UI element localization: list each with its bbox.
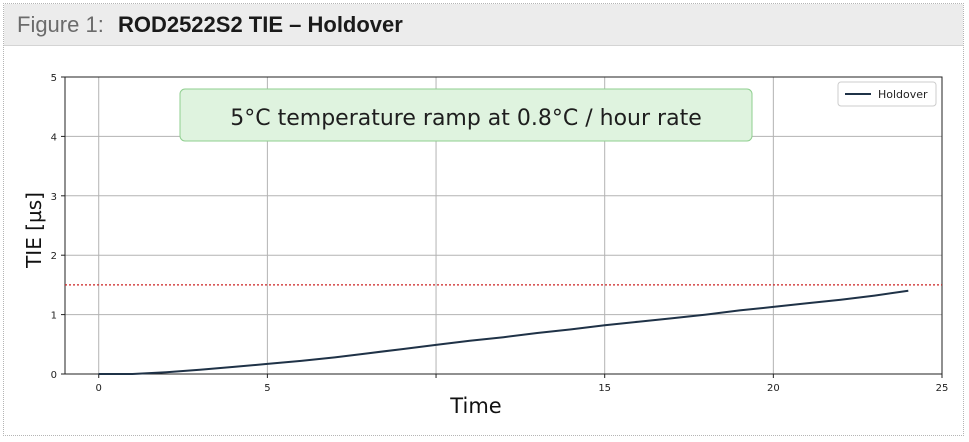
legend-box bbox=[837, 81, 937, 107]
annotation-box: 5°C temperature ramp at 0.8°C / hour rat… bbox=[179, 88, 753, 142]
x-tick-label-20: 20 bbox=[767, 383, 780, 394]
figure-title: ROD2522S2 TIE – Holdover bbox=[117, 12, 403, 37]
figure-label: Figure 1: bbox=[17, 12, 104, 37]
y-tick-label-3: 3 bbox=[51, 192, 57, 203]
x-tick-label-25: 25 bbox=[936, 383, 949, 394]
x-tick-label-5: 5 bbox=[264, 383, 270, 394]
y-tick-label-0: 0 bbox=[51, 370, 57, 381]
series-line-holdover bbox=[98, 289, 909, 375]
x-axis-title: Time bbox=[449, 394, 501, 418]
y-tick-label-5: 5 bbox=[51, 73, 57, 84]
annotation-text: 5°C temperature ramp at 0.8°C / hour rat… bbox=[230, 106, 701, 131]
annotation-background bbox=[179, 88, 753, 142]
y-axis-title: TIE [µs] bbox=[22, 192, 46, 269]
y-tick-label-4: 4 bbox=[51, 132, 57, 143]
plot-frame bbox=[64, 76, 943, 375]
y-tick-label-1: 1 bbox=[51, 311, 57, 322]
figure-header: Figure 1: ROD2522S2 TIE – Holdover bbox=[4, 4, 963, 46]
legend: Holdover bbox=[837, 81, 937, 107]
y-axis-ticks: 0 1 2 3 4 5 bbox=[51, 73, 65, 381]
y-tick-label-2: 2 bbox=[51, 251, 57, 262]
legend-label-holdover: Holdover bbox=[878, 88, 928, 101]
x-axis-ticks: 0 5 15 20 25 bbox=[96, 374, 949, 394]
x-tick-label-0: 0 bbox=[96, 383, 102, 394]
figure-frame bbox=[3, 3, 964, 436]
x-tick-label-15: 15 bbox=[598, 383, 611, 394]
